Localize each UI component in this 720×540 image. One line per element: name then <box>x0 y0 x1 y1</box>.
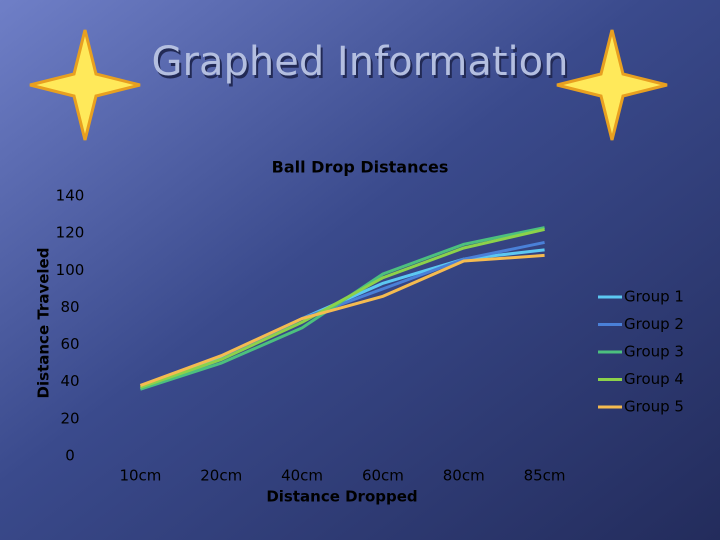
x-tick-label: 10cm <box>119 467 161 485</box>
x-tick-label: 20cm <box>200 467 242 485</box>
legend-label: Group 1 <box>624 288 684 306</box>
x-tick-label: 80cm <box>443 467 485 485</box>
x-axis-label: Distance Dropped <box>266 488 417 506</box>
y-tick-label: 0 <box>65 447 75 465</box>
legend-label: Group 4 <box>624 370 684 388</box>
star <box>29 29 141 141</box>
y-tick-label: 120 <box>56 224 85 242</box>
x-tick-label: 60cm <box>362 467 404 485</box>
slide-title-shadow: Graphed Information <box>154 42 571 88</box>
chart-title: Ball Drop Distances <box>272 158 449 177</box>
y-tick-label: 60 <box>60 335 79 353</box>
y-tick-label: 140 <box>56 187 85 205</box>
legend-label: Group 3 <box>624 343 684 361</box>
x-tick-label: 85cm <box>524 467 566 485</box>
y-tick-label: 40 <box>60 372 79 390</box>
slide-title: Graphed Information <box>152 39 569 85</box>
y-tick-label: 20 <box>60 409 79 427</box>
y-tick-label: 100 <box>56 261 85 279</box>
x-tick-label: 40cm <box>281 467 323 485</box>
data-line <box>139 253 545 387</box>
data-line <box>139 227 545 389</box>
star <box>556 29 668 141</box>
legend-label: Group 2 <box>624 315 684 333</box>
y-axis-label: Distance Traveled <box>35 248 53 399</box>
legend-label: Group 5 <box>624 398 684 416</box>
y-tick-label: 80 <box>60 298 79 316</box>
